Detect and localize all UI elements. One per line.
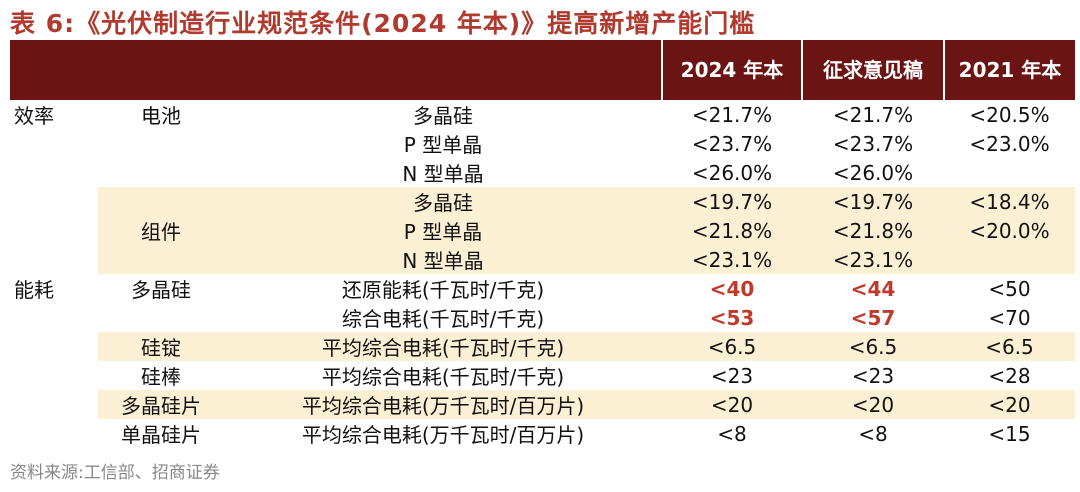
category-cell — [10, 245, 98, 274]
value-draft: <21.8% — [802, 216, 944, 245]
value-2024: <8 — [717, 421, 747, 446]
table-row: 效率 电池 多晶硅 <21.7% <21.7% <20.5% — [10, 100, 1075, 129]
value-2024: <6.5 — [662, 332, 802, 361]
table-row: 多晶硅 <19.7% <19.7% <18.4% — [10, 187, 1075, 216]
value-draft: <6.5 — [802, 332, 944, 361]
header-2024: 2024 年本 — [661, 40, 802, 100]
item-cell: 平均综合电耗(千瓦时/千克) — [321, 365, 565, 389]
source-note: 资料来源:工信部、招商证券 — [10, 463, 220, 483]
value-2021 — [944, 158, 1075, 187]
value-draft: <44 — [850, 276, 896, 301]
value-2021: <18.4% — [944, 187, 1075, 216]
sub-cell: 硅锭 — [98, 332, 224, 361]
table-row: 多晶硅片 平均综合电耗(万千瓦时/百万片) <20 <20 <20 — [10, 390, 1075, 419]
table-title: 表 6:《光伏制造行业规范条件(2024 年本)》提高新增产能门槛 — [10, 9, 756, 38]
value-2024: <19.7% — [662, 187, 802, 216]
value-draft: <19.7% — [802, 187, 944, 216]
category-cell — [10, 390, 98, 419]
category-cell — [10, 332, 98, 361]
table-row: 综合电耗(千瓦时/千克) <53 <57 <70 — [10, 303, 1075, 332]
value-draft: <23.7% — [832, 131, 914, 156]
value-2021: <6.5 — [944, 332, 1075, 361]
value-2021: <15 — [988, 421, 1031, 446]
header-draft: 征求意见稿 — [801, 40, 944, 100]
value-2021: <20.0% — [944, 216, 1075, 245]
value-2021: <50 — [988, 276, 1031, 301]
header-blank-3 — [224, 40, 662, 100]
value-2024: <26.0% — [691, 160, 773, 185]
value-2021: <70 — [988, 305, 1031, 330]
value-draft: <26.0% — [832, 160, 914, 185]
category-cell — [10, 129, 98, 158]
sub-cell — [98, 158, 224, 187]
value-2024: <23.1% — [662, 245, 802, 274]
sub-cell: 组件 — [98, 216, 224, 245]
item-cell: 平均综合电耗(万千瓦时/百万片) — [224, 390, 662, 419]
category-cell — [10, 158, 98, 187]
value-2024: <21.8% — [662, 216, 802, 245]
header-2021: 2021 年本 — [943, 40, 1075, 100]
sub-cell — [98, 187, 224, 216]
sub-cell: 多晶硅片 — [98, 390, 224, 419]
sub-cell — [98, 245, 224, 274]
item-cell: 多晶硅 — [413, 104, 473, 128]
value-2024: <53 — [709, 305, 755, 330]
value-2024: <20 — [662, 390, 802, 419]
item-cell: P 型单晶 — [403, 133, 483, 157]
item-cell: P 型单晶 — [224, 216, 662, 245]
category-cell — [10, 419, 98, 448]
value-draft: <21.7% — [832, 102, 914, 127]
table-row: 单晶硅片 平均综合电耗(万千瓦时/百万片) <8 <8 <15 — [10, 419, 1075, 448]
sub-cell: 单晶硅片 — [121, 423, 201, 447]
value-draft: <23.1% — [802, 245, 944, 274]
value-draft: <8 — [858, 421, 888, 446]
value-draft: <57 — [850, 305, 896, 330]
item-cell: 平均综合电耗(千瓦时/千克) — [224, 332, 662, 361]
value-draft: <23 — [851, 363, 895, 388]
value-2021 — [944, 245, 1075, 274]
value-2024: <23 — [710, 363, 754, 388]
category-cell: 效率 — [14, 104, 54, 128]
value-draft: <20 — [802, 390, 944, 419]
category-cell — [10, 303, 98, 332]
sub-cell: 多晶硅 — [131, 278, 191, 302]
item-cell: N 型单晶 — [224, 245, 662, 274]
item-cell: 综合电耗(千瓦时/千克) — [341, 307, 545, 331]
category-cell — [10, 216, 98, 245]
value-2024: <40 — [709, 276, 755, 301]
value-2021: <20.5% — [969, 102, 1050, 127]
sub-cell — [98, 129, 224, 158]
table-row: 硅锭 平均综合电耗(千瓦时/千克) <6.5 <6.5 <6.5 — [10, 332, 1075, 361]
table-row: 能耗 多晶硅 还原能耗(千瓦时/千克) <40 <44 <50 — [10, 274, 1075, 303]
table-row: 组件 P 型单晶 <21.8% <21.8% <20.0% — [10, 216, 1075, 245]
item-cell: 还原能耗(千瓦时/千克) — [341, 278, 545, 302]
category-cell — [10, 187, 98, 216]
table-row: 硅棒 平均综合电耗(千瓦时/千克) <23 <23 <28 — [10, 361, 1075, 390]
value-2021: <28 — [988, 363, 1031, 388]
value-2021: <23.0% — [969, 131, 1050, 156]
standards-table: 2024 年本 征求意见稿 2021 年本 效率 电池 多晶硅 <21.7% <… — [10, 40, 1075, 448]
value-2024: <21.7% — [691, 102, 773, 127]
value-2021: <20 — [944, 390, 1075, 419]
header-blank-2 — [98, 40, 224, 100]
item-cell: 平均综合电耗(万千瓦时/百万片) — [301, 423, 585, 447]
sub-cell — [98, 303, 224, 332]
item-cell: 多晶硅 — [224, 187, 662, 216]
header-blank-1 — [10, 40, 98, 100]
header-row: 2024 年本 征求意见稿 2021 年本 — [10, 40, 1075, 100]
category-cell — [10, 361, 98, 390]
table-row: N 型单晶 <26.0% <26.0% — [10, 158, 1075, 187]
table-row: P 型单晶 <23.7% <23.7% <23.0% — [10, 129, 1075, 158]
value-2024: <23.7% — [691, 131, 773, 156]
sub-cell: 电池 — [141, 104, 181, 128]
category-cell: 能耗 — [14, 278, 54, 302]
item-cell: N 型单晶 — [402, 162, 484, 186]
sub-cell: 硅棒 — [141, 365, 181, 389]
table-row: N 型单晶 <23.1% <23.1% — [10, 245, 1075, 274]
